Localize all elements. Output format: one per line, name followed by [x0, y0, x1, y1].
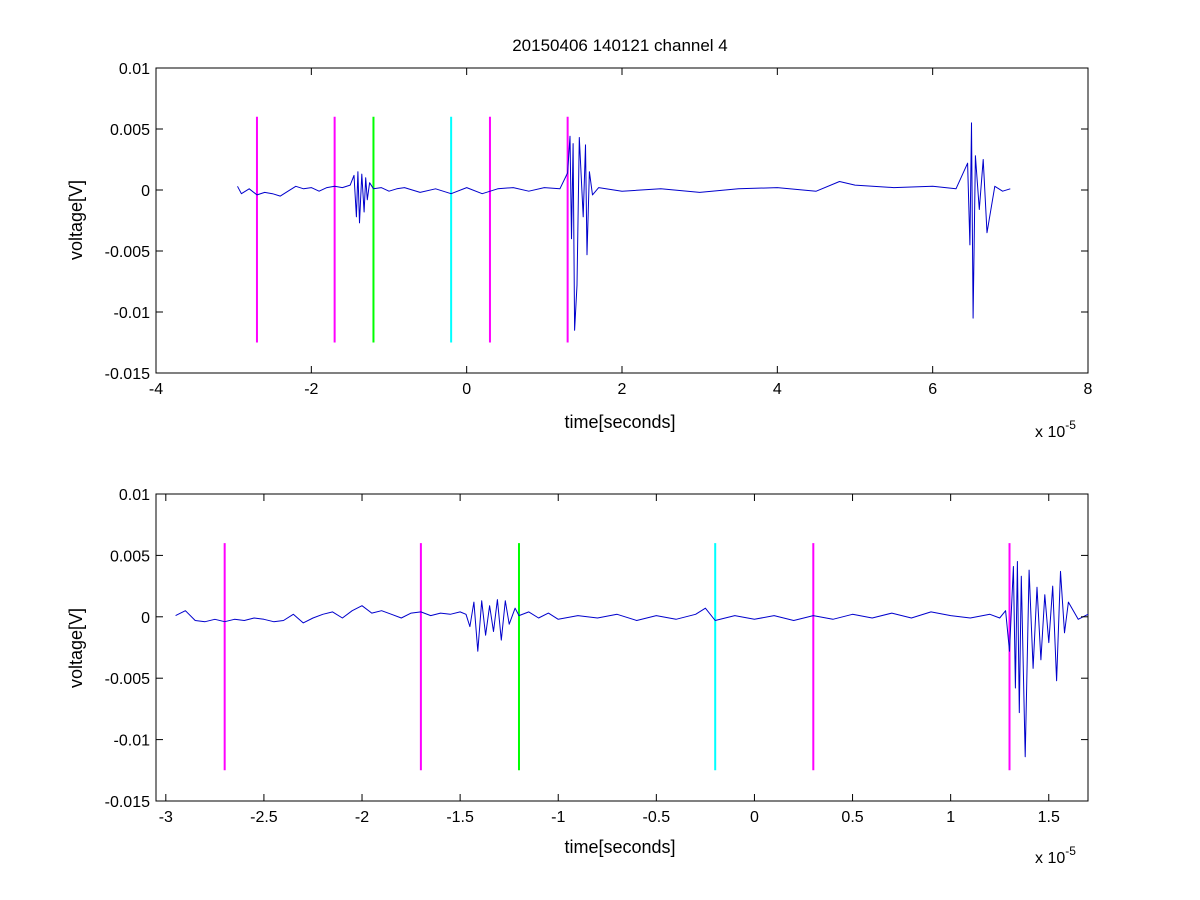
y-tick-label: -0.01	[114, 305, 151, 322]
x-tick-label: 0	[750, 809, 759, 826]
signal-trace	[175, 561, 1089, 758]
chart-title: 20150406 140121 channel 4	[512, 36, 728, 55]
marker-lines	[223, 543, 1011, 771]
x-tick-label: -0.5	[643, 809, 671, 826]
y-axis-ticks: -0.015 -0.01 -0.005 0 0.005 0.01	[105, 61, 1088, 383]
x-axis-label: time[seconds]	[564, 837, 675, 857]
x-axis-exponent: x 10-5	[1035, 418, 1076, 441]
plot-frame	[155, 493, 1089, 802]
x-tick-label: -1.5	[446, 809, 474, 826]
exponent-base: x 10	[1035, 424, 1065, 441]
y-tick-label: -0.01	[114, 733, 151, 750]
y-tick-label: 0.01	[119, 487, 150, 504]
x-tick-label: 2	[618, 381, 627, 398]
marker-lines	[255, 116, 569, 343]
x-tick-label: 6	[928, 381, 937, 398]
y-tick-label: 0	[141, 183, 150, 200]
x-tick-label: -4	[149, 381, 163, 398]
x-tick-label: -2	[355, 809, 369, 826]
y-axis-label: voltage[V]	[66, 608, 86, 688]
bottom-chart: -3 -2.5 -2 -1.5 -1 -0.5 0 0.5 1 1.5 -0.015-0.01-0…	[66, 487, 1089, 867]
x-axis-exponent: x 10-5	[1035, 844, 1076, 867]
x-tick-label: -1	[551, 809, 565, 826]
y-axis-ticks: -0.015 -0.01 -0.005 0 0.005 0.01	[105, 487, 1088, 811]
y-axis-label: voltage[V]	[66, 180, 86, 260]
y-tick-label: 0.005	[110, 122, 150, 139]
exponent-power: -5	[1065, 418, 1076, 432]
x-tick-label: -2	[304, 381, 318, 398]
exponent-power: -5	[1065, 844, 1076, 858]
y-tick-label: -0.015	[105, 794, 150, 811]
x-tick-label: 1	[946, 809, 955, 826]
y-tick-label: 0.005	[110, 548, 150, 565]
top-chart: 20150406 140121 channel 4 -4 -2 0 2 4 6 8 -0.0…	[66, 36, 1093, 441]
y-tick-label: 0	[141, 610, 150, 627]
signal-trace	[237, 122, 1011, 331]
y-tick-label: -0.005	[105, 671, 150, 688]
x-axis-ticks: -4 -2 0 2 4 6 8	[149, 68, 1093, 398]
x-tick-label: -2.5	[250, 809, 278, 826]
x-tick-label: 1.5	[1038, 809, 1060, 826]
x-tick-label: 4	[773, 381, 782, 398]
y-tick-label: 0.01	[119, 61, 150, 78]
x-axis-label: time[seconds]	[564, 412, 675, 432]
x-axis-ticks: -3 -2.5 -2 -1.5 -1 -0.5 0 0.5 1 1.5	[159, 494, 1060, 826]
exponent-base: x 10	[1035, 850, 1065, 867]
y-tick-label: -0.005	[105, 244, 150, 261]
x-tick-label: -3	[159, 809, 173, 826]
x-tick-label: 0.5	[841, 809, 863, 826]
x-tick-label: 8	[1084, 381, 1093, 398]
x-tick-label: 0	[462, 381, 471, 398]
y-tick-label: -0.015	[105, 366, 150, 383]
